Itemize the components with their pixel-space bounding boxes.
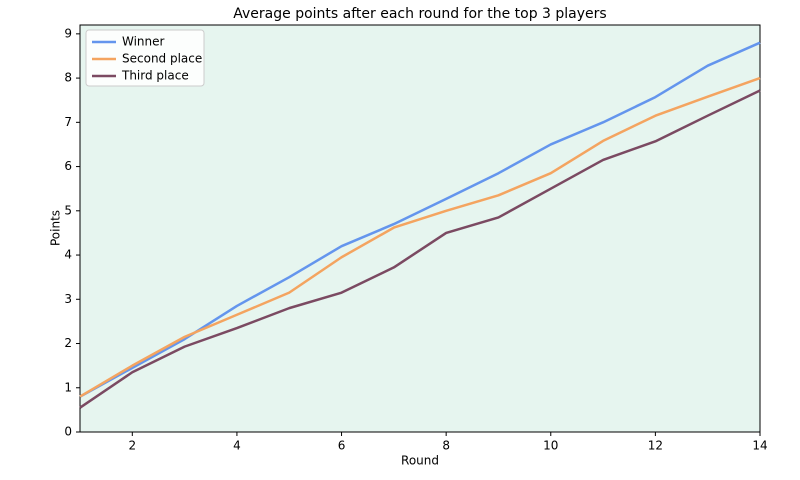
x-tick-label: 6 (338, 439, 346, 453)
y-tick-label: 3 (64, 292, 72, 306)
x-tick-label: 10 (543, 439, 558, 453)
y-tick-label: 9 (64, 26, 72, 40)
line-series (79, 76, 761, 398)
legend-label: Winner (122, 35, 165, 49)
line-series (79, 89, 761, 409)
plot-area (79, 24, 761, 433)
legend-box (85, 29, 205, 87)
y-tick-label: 0 (64, 425, 72, 439)
y-tick-label: 8 (64, 71, 72, 85)
legend-label: Third place (121, 69, 189, 83)
x-tick-label: 8 (442, 439, 450, 453)
y-tick-label: 5 (64, 203, 72, 217)
chart-title: Average points after each round for the … (233, 6, 606, 22)
x-tick-label: 12 (648, 439, 663, 453)
y-axis-label: Points (49, 210, 63, 246)
y-tick-label: 2 (64, 336, 72, 350)
x-tick-label: 14 (752, 439, 767, 453)
y-tick-label: 1 (64, 380, 72, 394)
x-tick-label: 4 (233, 439, 241, 453)
y-tick-label: 7 (64, 115, 72, 129)
y-tick-label: 6 (64, 159, 72, 173)
x-axis-label: Round (401, 454, 439, 468)
y-tick-label: 4 (64, 248, 72, 262)
x-tick-label: 2 (128, 439, 136, 453)
legend-label: Second place (122, 52, 202, 66)
